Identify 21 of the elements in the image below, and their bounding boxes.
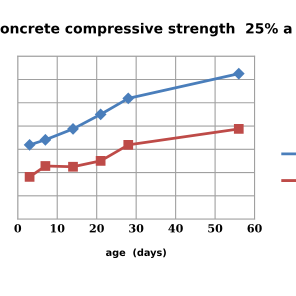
x-tick-label: 50 — [208, 224, 222, 232]
x-tick-label: 0 — [14, 224, 22, 232]
point — [234, 124, 244, 134]
x-tick-label: 40 — [168, 224, 183, 232]
x-axis-title: age (days) — [106, 248, 166, 258]
point — [24, 172, 34, 182]
point — [67, 123, 79, 135]
x-tick-label: 60 — [248, 224, 262, 232]
point — [40, 161, 50, 171]
point — [68, 162, 78, 172]
x-tick-label: 20 — [90, 224, 104, 232]
point — [40, 134, 51, 146]
point — [95, 108, 106, 120]
x-tick-label: 10 — [50, 224, 64, 232]
point — [96, 156, 106, 166]
point — [233, 68, 244, 80]
chart-title: oncrete compressive strength 25% a — [0, 22, 292, 36]
point — [24, 139, 36, 151]
point — [122, 92, 134, 104]
x-tick-label: 30 — [129, 224, 144, 232]
point — [123, 140, 134, 150]
